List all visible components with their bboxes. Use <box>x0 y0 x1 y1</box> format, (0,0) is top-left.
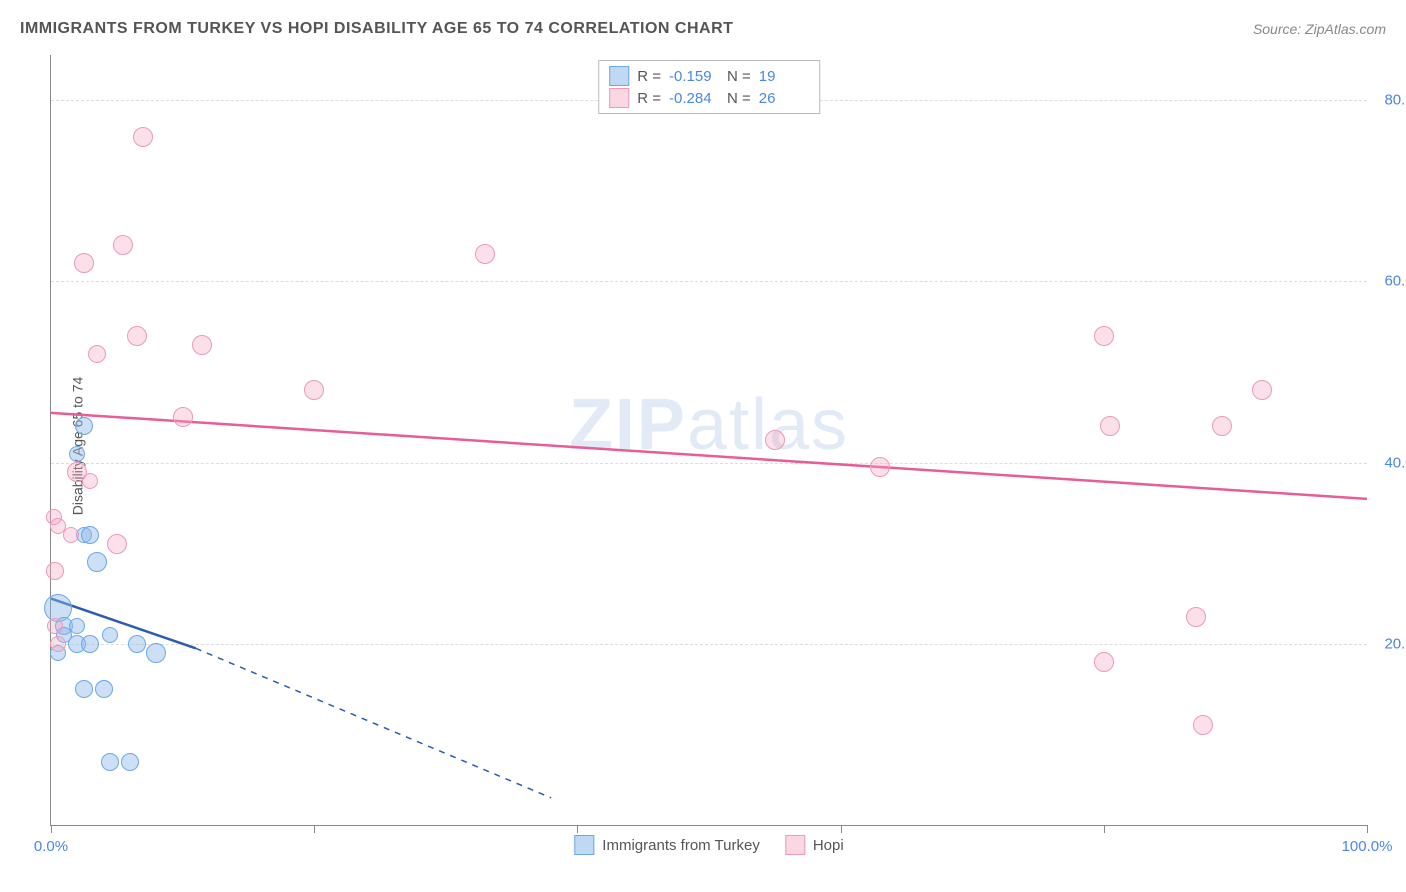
x-tick <box>314 825 315 833</box>
x-tick <box>51 825 52 833</box>
y-tick-label: 80.0% <box>1377 92 1406 109</box>
data-point <box>1186 607 1206 627</box>
gridline <box>51 281 1367 282</box>
x-tick <box>1104 825 1105 833</box>
watermark: ZIPatlas <box>569 384 849 466</box>
data-point <box>127 326 147 346</box>
x-axis-min-label: 0.0% <box>34 838 68 855</box>
chart-plot-area: ZIPatlas 20.0%40.0%60.0%80.0% R = -0.159… <box>50 55 1367 826</box>
r-label: R = <box>637 90 661 107</box>
source-attribution: Source: ZipAtlas.com <box>1253 21 1386 37</box>
n-label: N = <box>727 68 751 85</box>
data-point <box>47 618 63 634</box>
gridline <box>51 644 1367 645</box>
data-point <box>107 534 127 554</box>
swatch-series-b <box>785 835 805 855</box>
swatch-series-a <box>574 835 594 855</box>
legend-row-series-b: R = -0.284 N = 26 <box>609 87 809 109</box>
data-point <box>69 618 85 634</box>
legend-item-series-b: Hopi <box>785 835 844 855</box>
data-point <box>173 407 193 427</box>
data-point <box>46 562 64 580</box>
data-point <box>87 552 107 572</box>
data-point <box>69 446 85 462</box>
data-point <box>475 244 495 264</box>
data-point <box>74 253 94 273</box>
data-point <box>128 635 146 653</box>
data-point <box>113 235 133 255</box>
x-tick <box>841 825 842 833</box>
data-point <box>88 345 106 363</box>
trend-lines <box>51 55 1367 825</box>
page-title: IMMIGRANTS FROM TURKEY VS HOPI DISABILIT… <box>20 20 733 38</box>
data-point <box>101 753 119 771</box>
x-tick <box>1367 825 1368 833</box>
y-tick-label: 60.0% <box>1377 273 1406 290</box>
n-value-b: 26 <box>759 90 809 107</box>
y-tick-label: 40.0% <box>1377 454 1406 471</box>
data-point <box>75 680 93 698</box>
data-point <box>1094 326 1114 346</box>
x-tick <box>577 825 578 833</box>
data-point <box>133 127 153 147</box>
data-point <box>1252 380 1272 400</box>
data-point <box>50 636 66 652</box>
legend-row-series-a: R = -0.159 N = 19 <box>609 65 809 87</box>
y-tick-label: 20.0% <box>1377 635 1406 652</box>
data-point <box>1193 715 1213 735</box>
series-b-name: Hopi <box>813 837 844 854</box>
series-legend: Immigrants from Turkey Hopi <box>574 835 843 855</box>
data-point <box>146 643 166 663</box>
legend-item-series-a: Immigrants from Turkey <box>574 835 760 855</box>
swatch-series-b <box>609 88 629 108</box>
data-point <box>63 527 79 543</box>
x-axis-max-label: 100.0% <box>1342 838 1393 855</box>
data-point <box>75 417 93 435</box>
r-label: R = <box>637 68 661 85</box>
data-point <box>765 430 785 450</box>
data-point <box>1212 416 1232 436</box>
data-point <box>192 335 212 355</box>
data-point <box>1094 652 1114 672</box>
n-label: N = <box>727 90 751 107</box>
data-point <box>870 457 890 477</box>
swatch-series-a <box>609 66 629 86</box>
r-value-a: -0.159 <box>669 68 719 85</box>
gridline <box>51 463 1367 464</box>
data-point <box>1100 416 1120 436</box>
data-point <box>82 473 98 489</box>
r-value-b: -0.284 <box>669 90 719 107</box>
data-point <box>121 753 139 771</box>
n-value-a: 19 <box>759 68 809 85</box>
series-a-name: Immigrants from Turkey <box>602 837 760 854</box>
correlation-legend: R = -0.159 N = 19 R = -0.284 N = 26 <box>598 60 820 114</box>
data-point <box>102 627 118 643</box>
data-point <box>81 526 99 544</box>
data-point <box>81 635 99 653</box>
data-point <box>304 380 324 400</box>
data-point <box>95 680 113 698</box>
